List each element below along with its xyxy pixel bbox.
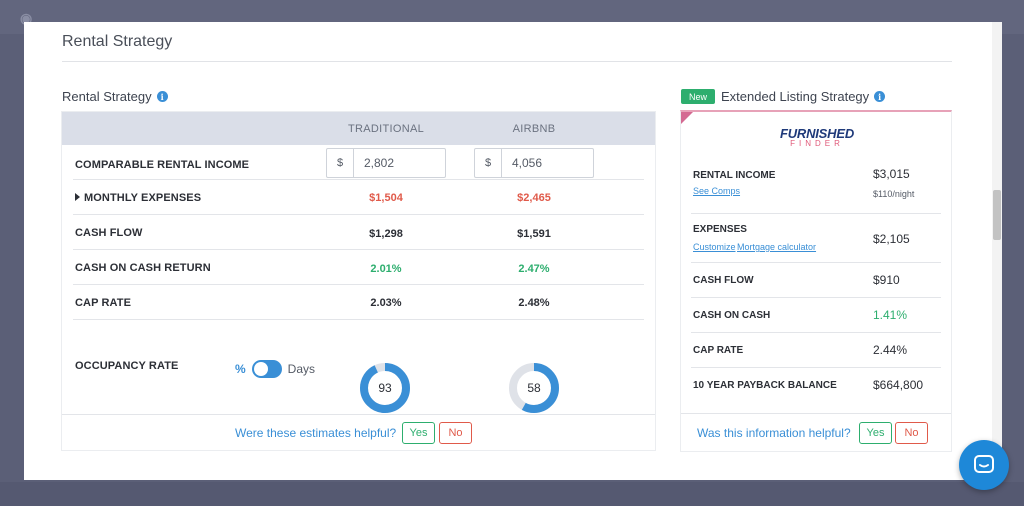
toggle-switch[interactable] xyxy=(251,360,282,378)
feedback-yes-button[interactable]: Yes xyxy=(859,422,892,444)
traditional-occupancy-donut: 93 xyxy=(359,362,411,414)
column-header: TRADITIONAL AIRBNB xyxy=(62,112,655,145)
payback-balance-value: $664,800 xyxy=(873,378,924,392)
row-label: CASH ON CASH xyxy=(693,310,771,321)
rental-strategy-modal: Rental Strategy Rental Strategy i TRADIT… xyxy=(24,22,1002,480)
traditional-income-value[interactable]: 2,802 xyxy=(364,156,395,170)
caret-right-icon xyxy=(75,193,80,201)
donut-chart xyxy=(509,363,559,413)
extended-strategy-heading: Extended Listing Strategy i xyxy=(721,89,886,104)
rental-strategy-heading: Rental Strategy i xyxy=(62,89,168,104)
traditional-cap-rate: 2.03% xyxy=(370,297,402,309)
divider xyxy=(62,61,952,62)
cash-flow-value: $910 xyxy=(873,273,900,287)
row-comparable-rental-income: COMPARABLE RENTAL INCOME $ 2,802 $ 4,056 xyxy=(73,145,644,180)
donut-chart xyxy=(360,363,410,413)
airbnb-occupancy-value: 58 xyxy=(527,381,541,395)
airbnb-occupancy-donut: 58 xyxy=(508,362,560,414)
toggle-days-label: Days xyxy=(287,362,316,376)
info-icon[interactable]: i xyxy=(874,91,886,102)
row-label: CASH FLOW xyxy=(75,227,143,239)
new-badge: New xyxy=(681,89,715,104)
row-label: MONTHLY EXPENSES xyxy=(84,192,202,204)
toggle-percent-label: % xyxy=(235,362,246,376)
row-rental-income: RENTAL INCOME See Comps $3,015 $110/nigh… xyxy=(691,162,941,214)
row-cash-flow: CASH FLOW $1,298 $1,591 xyxy=(73,215,644,250)
logo-text-top: FURNISHED xyxy=(779,126,855,141)
airbnb-income-input[interactable]: $ 4,056 xyxy=(474,148,594,178)
feedback-yes-button[interactable]: Yes xyxy=(402,422,435,444)
customize-link[interactable]: Customize xyxy=(693,242,736,252)
occupancy-rate-label: OCCUPANCY RATE xyxy=(75,360,179,372)
feedback-question: Was this information helpful? xyxy=(697,426,851,440)
background-footer xyxy=(0,482,1024,506)
row-cap-rate: CAP RATE 2.03% 2.48% xyxy=(73,285,644,320)
traditional-expenses: $1,504 xyxy=(369,192,403,204)
feedback-no-button[interactable]: No xyxy=(895,422,928,444)
mortgage-calculator-link[interactable]: Mortgage calculator xyxy=(737,242,817,252)
airbnb-expenses: $2,465 xyxy=(517,192,551,204)
row-label: RENTAL INCOME xyxy=(693,170,776,181)
row-label: 10 YEAR PAYBACK BALANCE xyxy=(693,380,837,391)
see-comps-link[interactable]: See Comps xyxy=(693,186,741,196)
row-label: CAP RATE xyxy=(693,345,744,356)
airbnb-cash-on-cash: 2.47% xyxy=(518,263,550,275)
nightly-rate: $110/night xyxy=(873,189,915,199)
corner-ribbon xyxy=(681,112,693,124)
extended-strategy-card: FURNISHED FINDER RENTAL INCOME See Comps… xyxy=(680,110,952,452)
row-label: CASH FLOW xyxy=(693,275,754,286)
row-label: EXPENSES xyxy=(693,224,747,235)
feedback-bar: Were these estimates helpful? Yes No xyxy=(62,414,655,450)
column-airbnb: AIRBNB xyxy=(512,123,556,135)
rental-strategy-heading-text: Rental Strategy xyxy=(62,89,152,104)
row-cash-on-cash: CASH ON CASH 1.41% xyxy=(691,298,941,333)
logo-text-bottom: FINDER xyxy=(790,139,844,148)
row-label: COMPARABLE RENTAL INCOME xyxy=(75,159,250,171)
row-cash-on-cash-return: CASH ON CASH RETURN 2.01% 2.47% xyxy=(73,250,644,285)
airbnb-cash-flow: $1,591 xyxy=(517,228,551,240)
airbnb-income-value[interactable]: 4,056 xyxy=(512,156,543,170)
feedback-bar: Was this information helpful? Yes No xyxy=(681,413,951,451)
feedback-question: Were these estimates helpful? xyxy=(235,426,397,440)
airbnb-cap-rate: 2.48% xyxy=(518,297,550,309)
row-expenses: EXPENSES Customize Mortgage calculator $… xyxy=(691,214,941,263)
row-cap-rate: CAP RATE 2.44% xyxy=(691,333,941,368)
row-payback-balance: 10 YEAR PAYBACK BALANCE $664,800 xyxy=(691,368,941,403)
currency-symbol: $ xyxy=(327,149,354,177)
toggle-knob xyxy=(253,362,268,376)
furnished-finder-logo: FURNISHED FINDER xyxy=(777,126,857,148)
donut-fill xyxy=(360,363,410,413)
chat-icon xyxy=(974,455,994,473)
scrollbar[interactable] xyxy=(992,22,1002,480)
info-icon[interactable]: i xyxy=(156,91,168,102)
extended-strategy-heading-text: Extended Listing Strategy xyxy=(721,89,870,104)
traditional-cash-flow: $1,298 xyxy=(369,228,403,240)
rental-strategy-card: TRADITIONAL AIRBNB COMPARABLE RENTAL INC… xyxy=(61,111,656,451)
row-cash-flow: CASH FLOW $910 xyxy=(691,263,941,298)
row-monthly-expenses[interactable]: MONTHLY EXPENSES $1,504 $2,465 xyxy=(73,180,644,215)
occupancy-unit-toggle[interactable]: % Days xyxy=(235,360,315,378)
cash-on-cash-value: 1.41% xyxy=(873,308,908,322)
row-label: CASH ON CASH RETURN xyxy=(75,262,211,274)
expand-expenses-toggle[interactable]: MONTHLY EXPENSES xyxy=(75,192,201,204)
chat-launcher-button[interactable] xyxy=(959,440,1009,490)
donut-fill xyxy=(509,363,559,413)
traditional-cash-on-cash: 2.01% xyxy=(370,263,402,275)
scrollbar-thumb[interactable] xyxy=(993,190,1001,240)
rental-income-value: $3,015 xyxy=(873,167,910,181)
expenses-value: $2,105 xyxy=(873,232,910,246)
feedback-no-button[interactable]: No xyxy=(439,422,472,444)
traditional-income-input[interactable]: $ 2,802 xyxy=(326,148,446,178)
modal-title: Rental Strategy xyxy=(62,33,173,50)
currency-symbol: $ xyxy=(475,149,502,177)
traditional-occupancy-value: 93 xyxy=(378,381,392,395)
row-label: CAP RATE xyxy=(75,297,132,309)
cap-rate-value: 2.44% xyxy=(873,343,908,357)
column-traditional: TRADITIONAL xyxy=(347,123,425,135)
